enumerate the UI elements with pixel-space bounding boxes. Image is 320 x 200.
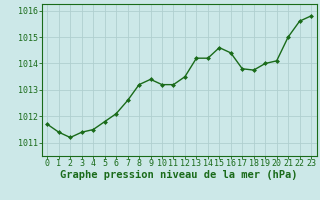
X-axis label: Graphe pression niveau de la mer (hPa): Graphe pression niveau de la mer (hPa) [60,170,298,180]
